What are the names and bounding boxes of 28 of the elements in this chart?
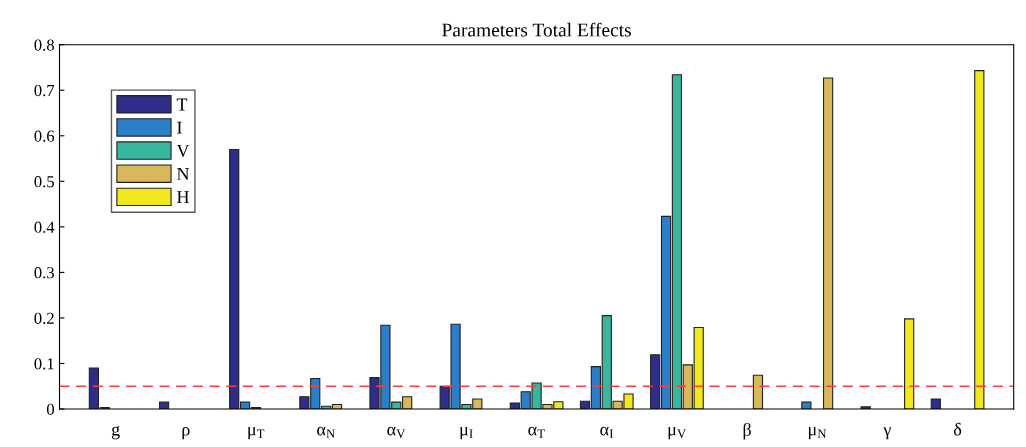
x-tick-label: α$_{I}$ xyxy=(600,426,613,438)
y-tick-label: 0.7 xyxy=(34,84,55,97)
x-tick-label: μ$_{T}$ xyxy=(248,426,265,440)
x-tick-label: g xyxy=(111,426,120,440)
legend-label: I xyxy=(177,121,182,134)
y-tick-label: 0.8 xyxy=(34,39,55,51)
legend-label: V xyxy=(176,144,190,157)
legend-label: T xyxy=(176,98,188,111)
y-tick-label: 0.2 xyxy=(34,312,54,324)
x-tick-label: μ$_{V}$ xyxy=(668,426,686,440)
x-tick-label: α$_{V}$ xyxy=(387,426,406,438)
x-tick-label: β xyxy=(743,422,751,440)
y-tick-label: 0.5 xyxy=(34,176,54,188)
x-tick-label: ρ xyxy=(182,426,190,440)
x-tick-label: δ xyxy=(953,422,962,436)
y-tick-label: 0.3 xyxy=(34,267,54,279)
x-tick-label: γ xyxy=(883,427,891,440)
x-tick-label: μ$_{I}$ xyxy=(460,426,473,440)
y-tick-label: 0.6 xyxy=(34,130,55,142)
legend-label: H xyxy=(176,191,189,204)
y-tick-label: 0.1 xyxy=(34,358,54,370)
y-tick-label: 0 xyxy=(46,403,55,415)
x-tick-label: μ$_{N}$ xyxy=(808,426,827,440)
chart-title: Parameters Total Effects xyxy=(442,22,631,37)
y-tick-label: 0.4 xyxy=(34,221,55,233)
x-tick-label: α$_{T}$ xyxy=(528,426,545,438)
legend-label: N xyxy=(176,168,190,180)
x-tick-label: α$_{N}$ xyxy=(317,426,335,438)
